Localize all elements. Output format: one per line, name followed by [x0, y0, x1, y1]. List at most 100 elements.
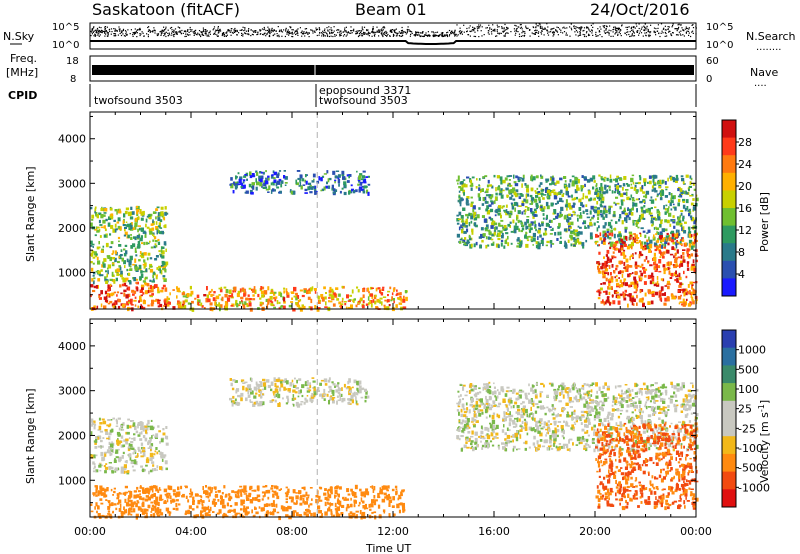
heatmap-cell: [107, 284, 110, 289]
noise-point: [147, 30, 149, 32]
heatmap-cell: [120, 292, 123, 295]
heatmap-cell: [345, 306, 348, 310]
heatmap-cell: [597, 266, 600, 270]
heatmap-cell: [165, 435, 169, 440]
noise-point: [669, 30, 671, 32]
noise-point: [628, 33, 630, 36]
heatmap-cell: [143, 241, 146, 246]
heatmap-cell: [201, 305, 204, 308]
noise-point: [253, 31, 255, 33]
heatmap-cell: [210, 293, 213, 297]
heatmap-cell: [689, 215, 693, 219]
heatmap-cell: [514, 195, 518, 198]
heatmap-cell: [327, 185, 331, 189]
heatmap-cell: [200, 514, 204, 517]
heatmap-cell: [143, 306, 146, 310]
heatmap-cell: [368, 291, 370, 294]
heatmap-cell: [126, 424, 129, 429]
heatmap-cell: [540, 174, 542, 177]
heatmap-cell: [140, 442, 144, 446]
noise-point: [668, 30, 670, 32]
heatmap-cell: [92, 275, 95, 277]
noise-point: [361, 33, 363, 35]
heatmap-cell: [493, 200, 496, 204]
heatmap-cell: [661, 243, 664, 246]
noise-point: [107, 35, 109, 37]
heatmap-cell: [684, 242, 687, 245]
heatmap-cell: [273, 177, 276, 180]
noise-point: [328, 26, 330, 28]
heatmap-cell: [643, 200, 645, 203]
heatmap-cell: [623, 254, 626, 259]
heatmap-cell: [460, 197, 463, 202]
heatmap-cell: [582, 210, 585, 214]
heatmap-cell: [488, 236, 490, 240]
heatmap-cell: [687, 209, 690, 212]
heatmap-cell: [669, 253, 674, 256]
heatmap-cell: [248, 300, 252, 303]
heatmap-cell: [660, 240, 663, 244]
heatmap-cell: [475, 241, 478, 246]
noise-point: [176, 31, 178, 33]
noise-point: [97, 29, 99, 31]
heatmap-cell: [632, 197, 635, 201]
heatmap-cell: [635, 288, 638, 292]
noise-point: [148, 26, 150, 28]
noise-point: [535, 23, 537, 25]
noise-point: [332, 32, 334, 34]
noise-point: [242, 35, 244, 37]
noise-point: [415, 31, 417, 34]
heatmap-cell: [345, 507, 348, 512]
noise-point: [454, 29, 456, 31]
heatmap-cell: [602, 290, 606, 293]
noise-point: [304, 28, 306, 30]
heatmap-cell: [136, 486, 139, 490]
heatmap-cell: [530, 208, 533, 213]
heatmap-cell: [680, 212, 683, 216]
noise-point: [91, 33, 93, 35]
heatmap-cell: [163, 454, 167, 457]
noise-point: [592, 34, 594, 36]
heatmap-cell: [403, 295, 405, 299]
noise-point: [242, 26, 244, 28]
heatmap-cell: [598, 244, 600, 247]
heatmap-cell: [675, 243, 679, 245]
noise-point: [486, 27, 488, 29]
freq-label-line2: [MHz]: [6, 66, 38, 79]
heatmap-cell: [295, 302, 298, 305]
heatmap-cell: [534, 224, 537, 229]
noise-point: [270, 30, 272, 32]
heatmap-cell: [172, 306, 176, 310]
noise-point: [692, 30, 694, 32]
heatmap-cell: [680, 237, 684, 242]
noise-point: [504, 29, 506, 31]
heatmap-cell: [625, 294, 627, 296]
heatmap-cell: [149, 469, 153, 473]
heatmap-cell: [91, 278, 94, 282]
heatmap-cell: [466, 203, 470, 206]
heatmap-cell: [634, 280, 637, 284]
heatmap-cell: [133, 277, 137, 282]
noise-point: [515, 32, 517, 34]
noise-point: [104, 31, 106, 33]
heatmap-cell: [292, 190, 296, 195]
heatmap-cell: [646, 232, 649, 234]
heatmap-cell: [499, 230, 503, 234]
noise-point: [300, 32, 302, 34]
noise-point: [474, 35, 477, 38]
heatmap-cell: [142, 292, 145, 295]
heatmap-cell: [157, 286, 160, 291]
heatmap-cell: [675, 244, 678, 249]
heatmap-cell: [112, 494, 114, 496]
heatmap-cell: [596, 221, 599, 223]
heatmap-cell: [350, 184, 353, 187]
heatmap-cell: [530, 197, 535, 201]
heatmap-cell: [138, 227, 141, 231]
heatmap-cell: [605, 260, 608, 265]
heatmap-cell: [613, 178, 617, 181]
heatmap-cell: [117, 434, 121, 437]
noise-point: [147, 34, 149, 36]
heatmap-cell: [236, 292, 240, 298]
noise-point: [438, 35, 440, 37]
heatmap-cell: [247, 294, 250, 297]
